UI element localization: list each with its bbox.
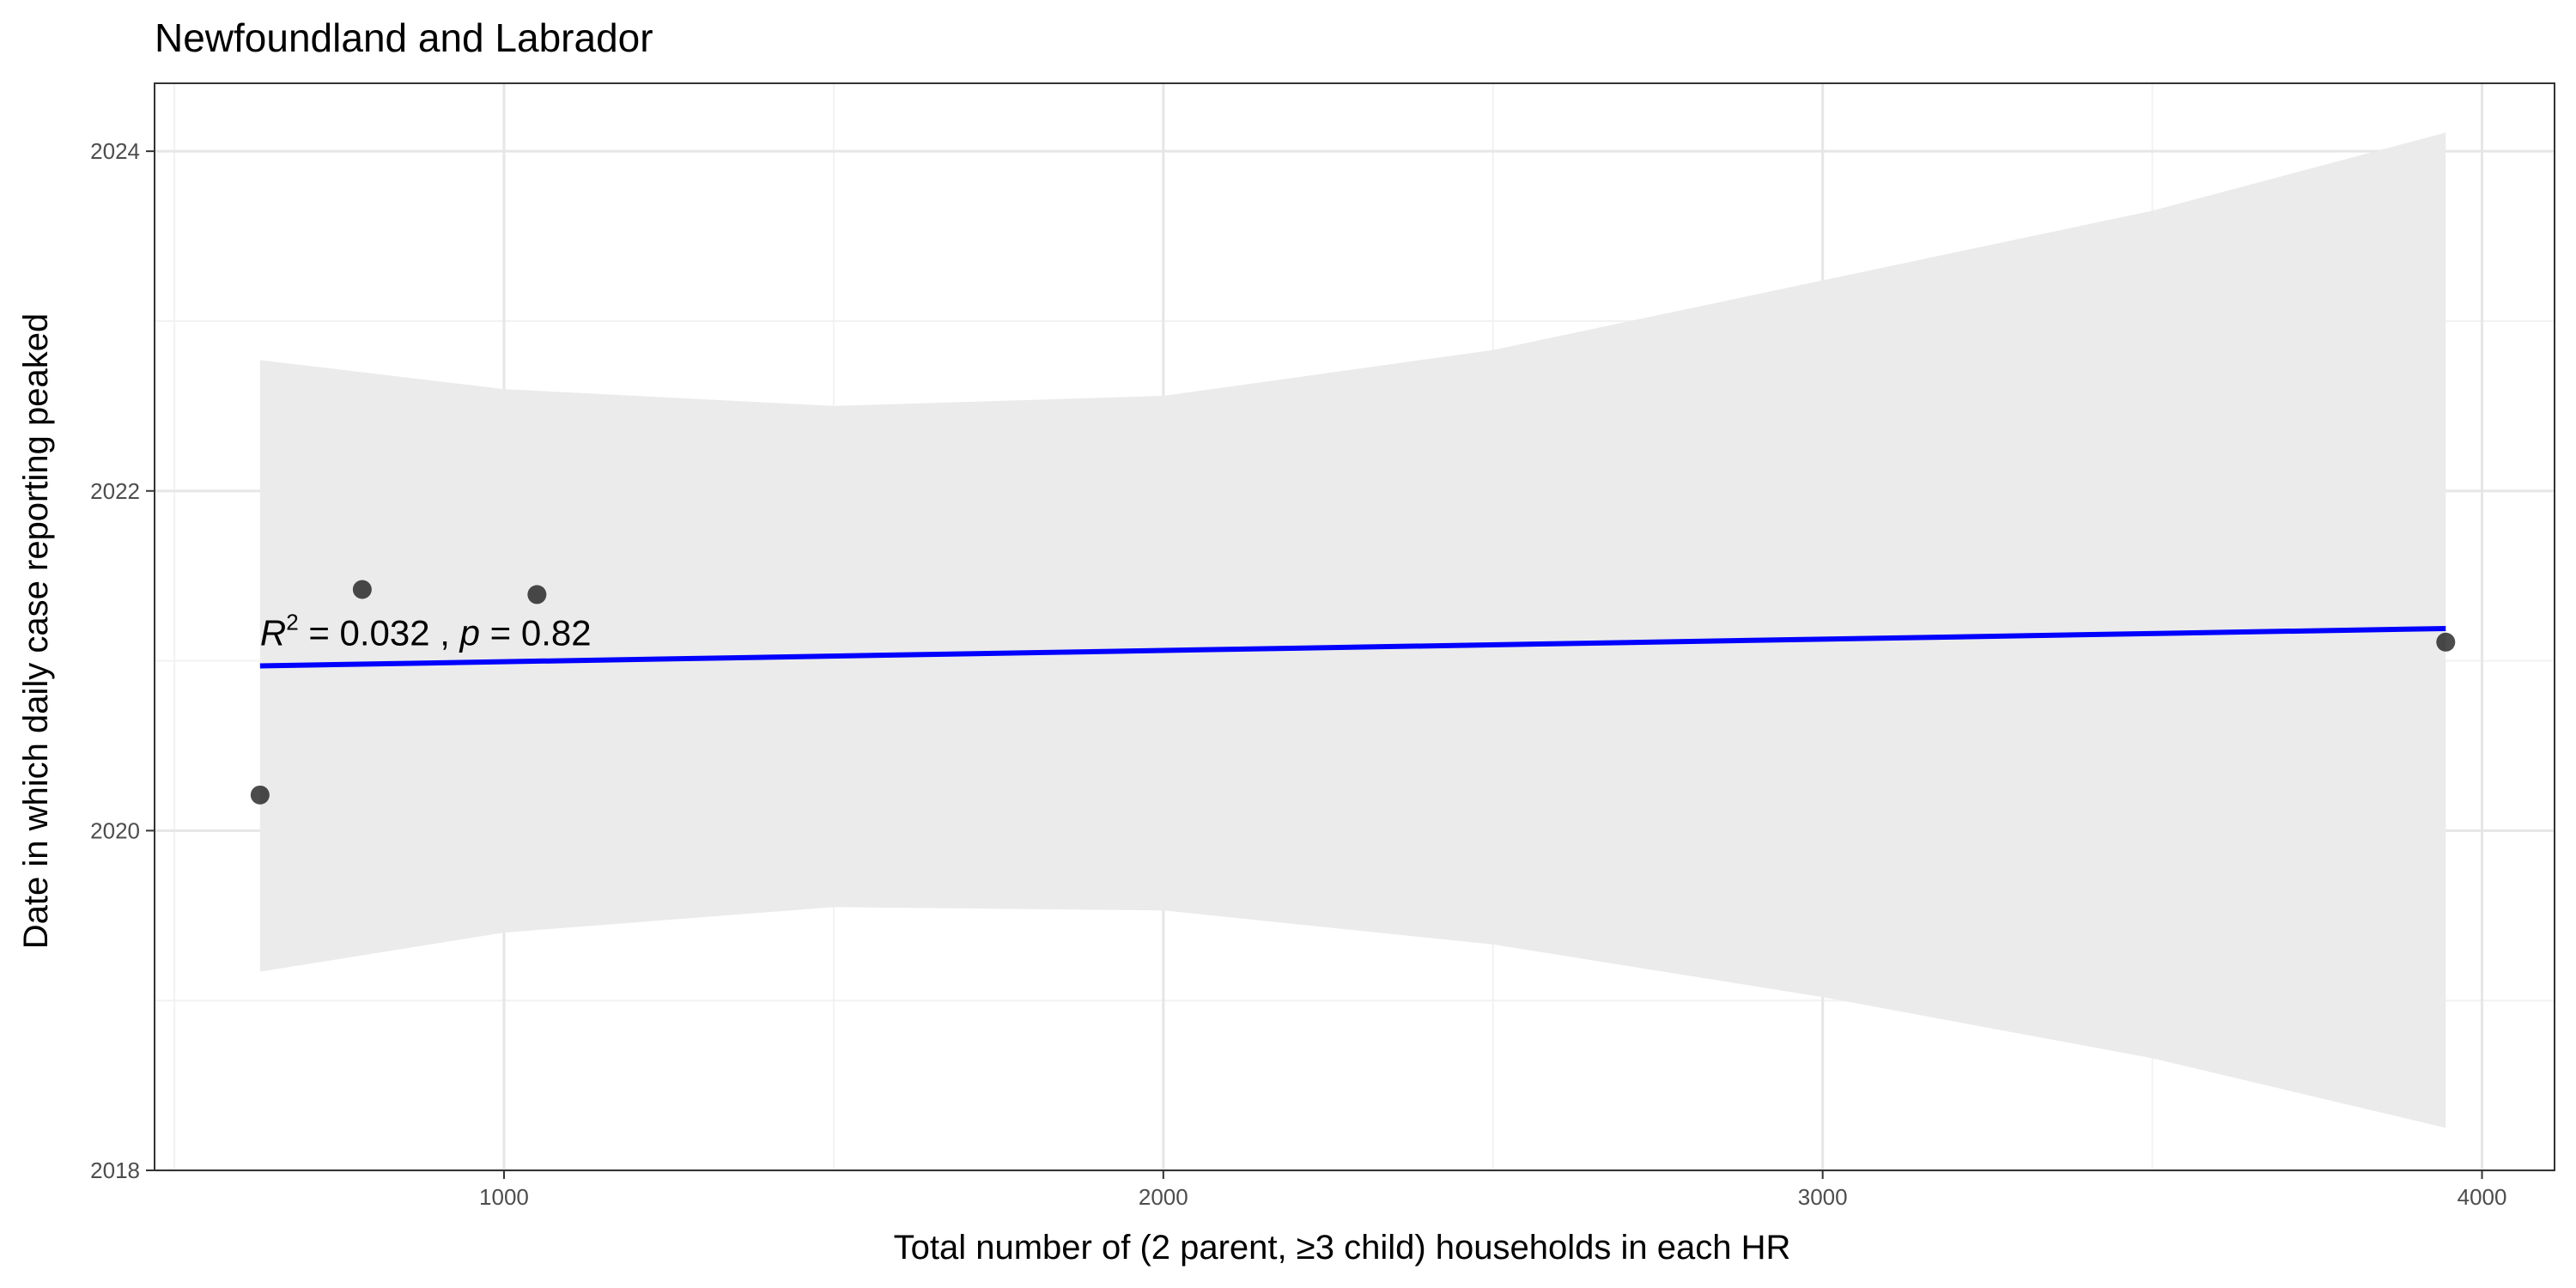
r-squared-value: = 0.032 , [299,613,460,653]
regression-line [259,625,2446,669]
y-tick-label: 2024 [90,138,140,164]
r-squared-exponent: 2 [286,610,298,635]
x-axis-title: Total number of (2 parent, ≥3 child) hou… [894,1229,1791,1267]
y-tick-label: 2022 [90,478,140,504]
chart-title: Newfoundland and Labrador [155,15,653,60]
x-tick-label: 4000 [2458,1184,2507,1210]
r-squared-symbol: R [260,613,286,653]
y-axis-ticks: 2018 2020 2022 2024 [90,138,155,1183]
data-point [250,785,270,805]
x-tick-label: 2000 [1139,1184,1188,1210]
y-tick-label: 2020 [90,817,140,843]
confidence-ribbon [259,132,2446,1128]
y-axis-title: Date in which daily case reporting peake… [17,313,55,949]
data-point [527,585,547,605]
x-tick-label: 1000 [479,1184,529,1210]
data-points [250,580,2456,805]
x-axis-ticks: 1000 2000 3000 4000 [479,1170,2506,1210]
panel-border [154,82,2555,1171]
y-tick-label: 2018 [90,1157,140,1183]
regression-stat-annotation: R2 = 0.032 , p = 0.82 [260,610,592,653]
data-point [2436,632,2456,652]
p-symbol: p [459,613,480,653]
p-value: = 0.82 [480,613,592,653]
data-point [352,580,372,599]
x-tick-label: 3000 [1798,1184,1848,1210]
